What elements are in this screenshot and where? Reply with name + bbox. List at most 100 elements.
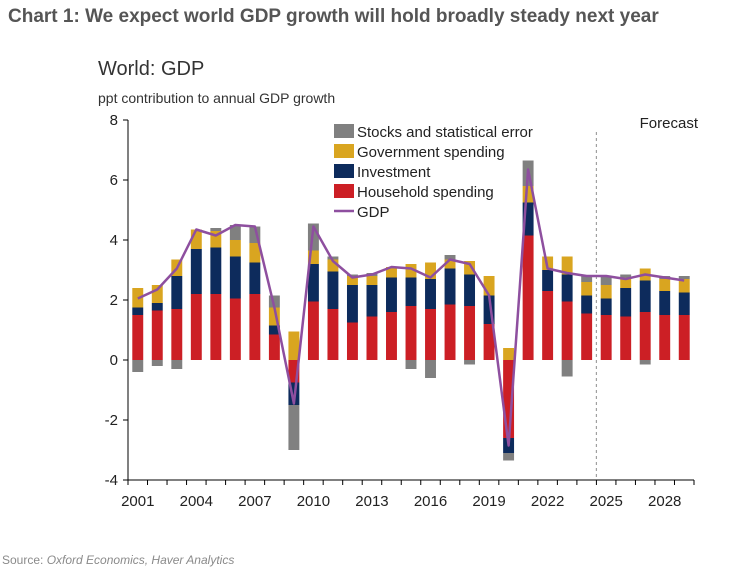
- bar-stocks: [327, 256, 339, 260]
- bar-household: [561, 301, 573, 360]
- x-tick-label: 2025: [589, 493, 622, 510]
- bar-stocks: [132, 360, 144, 372]
- bar-investment: [542, 270, 554, 291]
- y-tick-label: 4: [110, 232, 118, 249]
- bar-stocks: [464, 360, 476, 365]
- y-tick-label: -4: [105, 472, 118, 489]
- bar-investment: [249, 262, 261, 294]
- legend-swatch-stocks: [334, 124, 354, 138]
- bar-government: [288, 331, 300, 360]
- bar-government: [268, 307, 280, 326]
- gdp-line: [137, 168, 685, 447]
- bar-household: [405, 306, 417, 360]
- bar-investment: [171, 276, 183, 309]
- y-tick-label: 2: [110, 292, 118, 309]
- bar-household: [425, 309, 436, 360]
- bar-stocks: [249, 226, 261, 243]
- x-tick-label: 2022: [531, 493, 564, 510]
- bar-investment: [600, 298, 612, 315]
- headline: Chart 1: We expect world GDP growth will…: [8, 6, 659, 27]
- bar-household: [132, 315, 144, 360]
- bar-government: [346, 276, 358, 285]
- x-tick-label: 2004: [180, 493, 213, 510]
- bar-investment: [151, 303, 163, 311]
- legend-swatch-investment: [334, 164, 354, 178]
- bar-household: [620, 316, 632, 360]
- bar-investment: [483, 295, 495, 324]
- x-tick-label: 2019: [472, 493, 505, 510]
- bar-government: [581, 282, 593, 296]
- forecast-marker: Forecast: [595, 115, 699, 480]
- y-tick-label: -2: [105, 412, 118, 429]
- bar-household: [366, 316, 378, 360]
- bar-investment: [386, 277, 397, 312]
- bar-household: [346, 322, 358, 360]
- bar-household: [639, 312, 651, 360]
- bar-stocks: [600, 276, 612, 285]
- bar-household: [678, 315, 690, 360]
- bar-government: [620, 277, 632, 288]
- bar-investment: [132, 307, 144, 315]
- bar-household: [190, 294, 202, 360]
- bar-government: [678, 279, 690, 293]
- bar-investment: [581, 295, 593, 314]
- y-tick-label: 0: [110, 352, 118, 369]
- forecast-label: Forecast: [640, 115, 699, 132]
- bar-stocks: [229, 225, 241, 240]
- bar-household: [327, 309, 339, 360]
- bar-government: [386, 267, 397, 278]
- bar-government: [600, 285, 612, 299]
- bar-investment: [346, 285, 358, 323]
- gdp-line-group: [137, 168, 685, 447]
- bar-household: [210, 294, 222, 360]
- bar-household: [288, 360, 300, 383]
- bar-stocks: [561, 360, 573, 377]
- bar-government: [659, 279, 671, 291]
- bar-household: [171, 309, 183, 360]
- bar-household: [444, 304, 456, 360]
- bar-government: [210, 231, 222, 248]
- bar-investment: [210, 247, 222, 294]
- source-label: Source:: [2, 553, 44, 567]
- bar-household: [268, 334, 280, 360]
- bar-government: [522, 186, 534, 203]
- bar-investment: [659, 291, 671, 315]
- bar-government: [483, 276, 495, 296]
- bar-household: [307, 301, 319, 360]
- bar-stocks: [503, 453, 515, 461]
- source-text: Oxford Economics, Haver Analytics: [46, 553, 235, 567]
- bar-household: [503, 360, 515, 438]
- bar-household: [581, 313, 593, 360]
- bar-stocks: [678, 276, 690, 279]
- bar-government: [503, 348, 515, 360]
- legend-label-investment: Investment: [357, 164, 431, 181]
- bar-government: [425, 262, 436, 279]
- legend-swatch-government: [334, 144, 354, 158]
- bar-investment: [229, 256, 241, 299]
- x-tick-label: 2001: [121, 493, 154, 510]
- y-tick-label: 8: [110, 112, 118, 129]
- legend-label-household: Household spending: [357, 184, 494, 201]
- bar-government: [405, 264, 417, 278]
- bar-government: [190, 229, 202, 249]
- bar-government: [561, 256, 573, 275]
- chart-bars: [132, 160, 690, 461]
- x-tick-label: 2007: [238, 493, 271, 510]
- bar-investment: [425, 279, 436, 309]
- bar-household: [249, 294, 261, 360]
- bar-investment: [268, 325, 280, 335]
- bar-stocks: [444, 255, 456, 260]
- bar-stocks: [210, 228, 222, 231]
- bar-household: [464, 306, 476, 360]
- x-tick-label: 2010: [297, 493, 330, 510]
- bar-stocks: [268, 295, 280, 308]
- bar-investment: [366, 285, 378, 317]
- source-note: Source: Oxford Economics, Haver Analytic…: [2, 553, 234, 567]
- bar-household: [386, 312, 397, 360]
- bar-investment: [464, 274, 476, 306]
- bar-stocks: [288, 405, 300, 450]
- bar-investment: [444, 268, 456, 305]
- bar-investment: [405, 277, 417, 306]
- bar-stocks: [581, 276, 593, 282]
